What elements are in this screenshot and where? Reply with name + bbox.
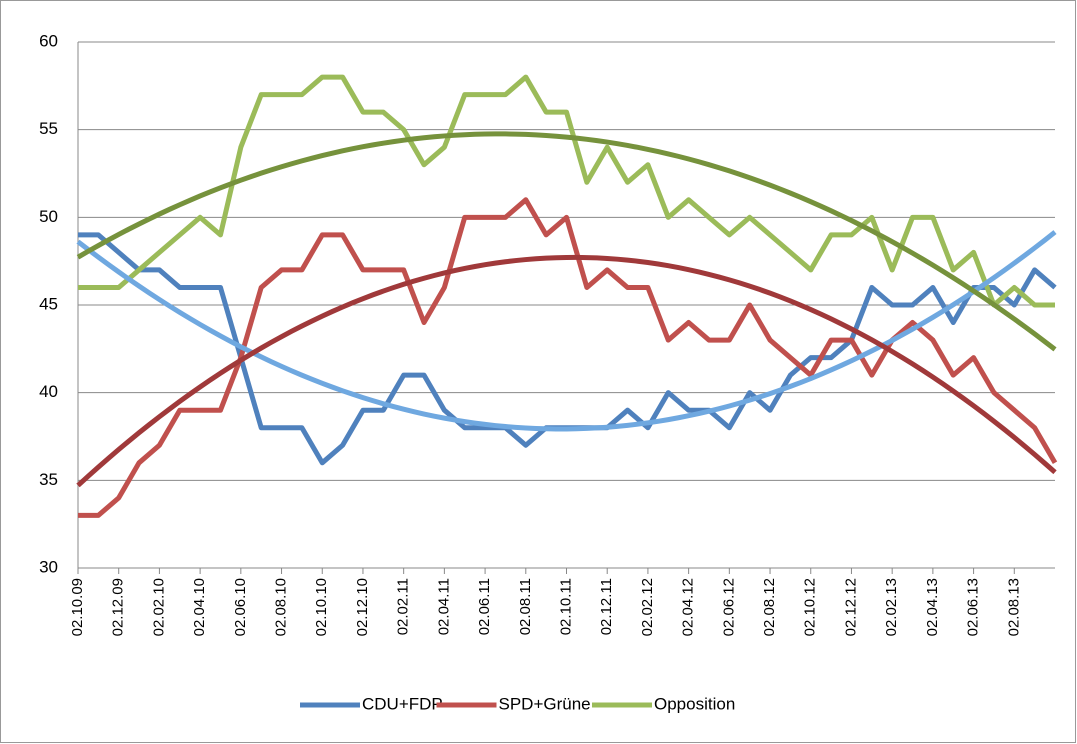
y-tick-label: 55 bbox=[39, 119, 58, 138]
x-tick-label: 02.12.11 bbox=[598, 578, 615, 635]
x-tick-label: 02.02.13 bbox=[883, 578, 900, 636]
y-tick-label: 60 bbox=[39, 31, 58, 50]
trend-line bbox=[76, 131, 1057, 352]
x-tick-label: 02.02.12 bbox=[639, 578, 656, 636]
x-tick-label: 02.12.10 bbox=[354, 578, 371, 636]
y-tick-label: 35 bbox=[39, 470, 58, 489]
x-tick-label: 02.06.11 bbox=[476, 578, 493, 635]
x-tick-label: 02.04.11 bbox=[435, 578, 452, 635]
y-tick-label: 40 bbox=[39, 382, 58, 401]
x-tick-label: 02.10.10 bbox=[313, 578, 330, 636]
x-tick-label: 02.04.10 bbox=[191, 578, 208, 636]
x-tick-label: 02.10.11 bbox=[557, 578, 574, 635]
x-tick-label: 02.04.12 bbox=[680, 578, 697, 636]
x-tick-label: 02.12.12 bbox=[842, 578, 859, 636]
legend-label: CDU+FDP bbox=[362, 694, 443, 713]
y-tick-label: 45 bbox=[39, 294, 58, 313]
x-tick-label: 02.08.11 bbox=[517, 578, 534, 635]
x-tick-label: 02.10.09 bbox=[69, 578, 86, 636]
legend-label: SPD+Grüne bbox=[499, 694, 591, 713]
x-tick-label: 02.02.10 bbox=[150, 578, 167, 636]
legend-label: Opposition bbox=[654, 694, 735, 713]
trend-line bbox=[76, 230, 1057, 432]
x-tick-label: 02.12.09 bbox=[110, 578, 127, 636]
y-tick-label: 50 bbox=[39, 207, 58, 226]
x-tick-label: 02.08.10 bbox=[273, 578, 290, 636]
x-tick-label: 02.06.10 bbox=[232, 578, 249, 636]
x-tick-label: 02.02.11 bbox=[395, 578, 412, 635]
trend-line bbox=[76, 254, 1057, 488]
x-tick-label: 02.04.13 bbox=[924, 578, 941, 636]
x-tick-label: 02.08.12 bbox=[761, 578, 778, 636]
x-tick-label: 02.06.13 bbox=[965, 578, 982, 636]
series-line bbox=[78, 74, 1055, 308]
x-tick-label: 02.08.13 bbox=[1005, 578, 1022, 636]
y-tick-label: 30 bbox=[39, 557, 58, 576]
x-tick-label: 02.06.12 bbox=[720, 578, 737, 636]
x-tick-label: 02.10.12 bbox=[802, 578, 819, 636]
